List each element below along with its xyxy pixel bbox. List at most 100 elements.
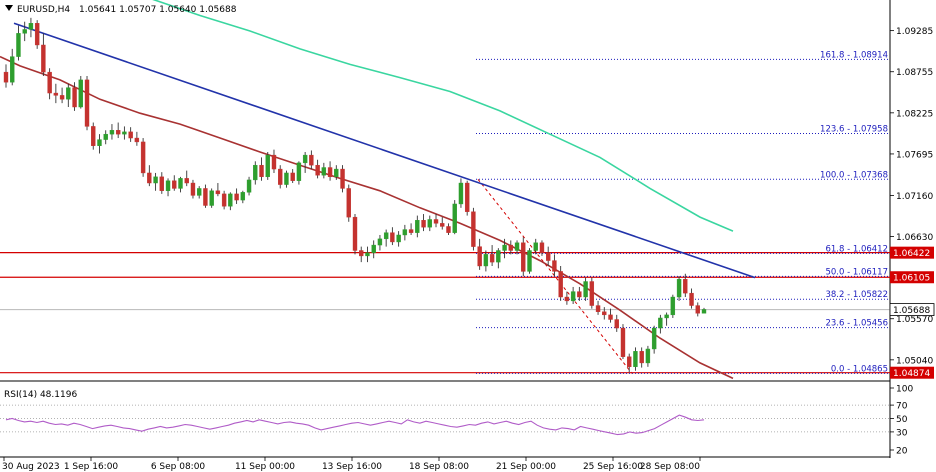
candle[interactable] — [246, 176, 252, 196]
candle[interactable] — [140, 138, 146, 177]
candle[interactable] — [377, 234, 383, 251]
candle[interactable] — [72, 82, 77, 111]
candle[interactable] — [676, 276, 682, 301]
candle[interactable] — [627, 353, 632, 373]
candle[interactable] — [10, 48, 15, 86]
candle[interactable] — [471, 207, 476, 251]
candle[interactable] — [190, 179, 196, 199]
candle[interactable] — [240, 190, 246, 204]
candle[interactable] — [47, 68, 52, 100]
candle[interactable] — [602, 307, 607, 320]
candle[interactable] — [415, 215, 420, 238]
candle[interactable] — [84, 76, 90, 131]
collapse-triangle-icon[interactable] — [5, 5, 13, 11]
candle[interactable] — [614, 314, 619, 332]
candle[interactable] — [489, 245, 495, 266]
candle[interactable] — [327, 161, 333, 181]
candle[interactable] — [28, 17, 34, 38]
candle[interactable] — [689, 288, 694, 309]
candle[interactable] — [390, 227, 395, 246]
candle[interactable] — [290, 169, 295, 184]
candle[interactable] — [340, 165, 345, 193]
candle[interactable] — [184, 170, 189, 187]
candle[interactable] — [402, 224, 408, 241]
candle[interactable] — [683, 273, 688, 298]
candle[interactable] — [371, 240, 376, 259]
candle[interactable] — [446, 223, 451, 235]
candle[interactable] — [221, 190, 227, 210]
candle[interactable] — [608, 308, 613, 323]
candle[interactable] — [496, 248, 501, 269]
bearish-trendline[interactable] — [13, 22, 756, 279]
candle[interactable] — [645, 345, 651, 367]
candle[interactable] — [271, 149, 277, 173]
candle[interactable] — [408, 223, 414, 235]
candle[interactable] — [284, 170, 289, 188]
candle[interactable] — [670, 294, 676, 318]
candle[interactable] — [514, 240, 520, 255]
candle[interactable] — [302, 152, 308, 173]
candle[interactable] — [178, 176, 183, 193]
candle[interactable] — [440, 217, 445, 230]
candle[interactable] — [172, 175, 177, 191]
candle[interactable] — [321, 162, 327, 179]
candle[interactable] — [34, 20, 40, 49]
candle[interactable] — [458, 178, 464, 208]
candle[interactable] — [159, 172, 165, 194]
candle[interactable] — [464, 180, 470, 216]
candle[interactable] — [483, 250, 489, 272]
candle[interactable] — [153, 172, 158, 191]
candle[interactable] — [651, 325, 657, 354]
candle[interactable] — [664, 312, 669, 326]
candle[interactable] — [215, 183, 221, 197]
candle[interactable] — [66, 83, 71, 108]
candle[interactable] — [103, 130, 108, 145]
candle[interactable] — [545, 246, 551, 266]
candle[interactable] — [452, 200, 457, 235]
candle[interactable] — [3, 64, 9, 88]
fib-swing-line[interactable] — [477, 178, 633, 374]
candle[interactable] — [433, 214, 439, 228]
moving-average-slow[interactable] — [0, 55, 734, 380]
candle[interactable] — [508, 240, 514, 255]
candle[interactable] — [589, 277, 595, 309]
candle[interactable] — [147, 165, 152, 187]
candle[interactable] — [639, 347, 644, 368]
candle[interactable] — [134, 131, 140, 146]
candle[interactable] — [53, 83, 59, 104]
candle[interactable] — [209, 188, 214, 208]
candle[interactable] — [620, 324, 626, 360]
candle[interactable] — [359, 246, 364, 263]
candle[interactable] — [658, 314, 663, 334]
candle[interactable] — [502, 238, 507, 259]
candle[interactable] — [91, 122, 96, 150]
candle[interactable] — [165, 178, 171, 197]
candle[interactable] — [315, 159, 320, 179]
candle[interactable] — [234, 188, 239, 204]
candle[interactable] — [564, 291, 570, 305]
candle[interactable] — [633, 347, 638, 371]
candle[interactable] — [533, 238, 538, 255]
candle[interactable] — [521, 237, 526, 277]
candle[interactable] — [265, 152, 270, 180]
moving-average-long[interactable] — [150, 0, 734, 232]
candle[interactable] — [427, 215, 432, 232]
candle[interactable] — [595, 300, 601, 315]
candle[interactable] — [539, 240, 545, 256]
candle[interactable] — [352, 214, 358, 255]
candle[interactable] — [78, 76, 83, 109]
candle[interactable] — [115, 122, 121, 139]
candle[interactable] — [695, 302, 700, 317]
candle[interactable] — [296, 161, 302, 185]
candle[interactable] — [701, 307, 707, 314]
candle[interactable] — [196, 186, 202, 199]
candle[interactable] — [228, 192, 233, 211]
candle[interactable] — [570, 286, 576, 304]
candle[interactable] — [59, 87, 65, 104]
candle[interactable] — [365, 246, 370, 263]
candle[interactable] — [396, 231, 401, 247]
candle[interactable] — [16, 25, 21, 61]
candle[interactable] — [259, 157, 264, 181]
candle[interactable] — [477, 238, 482, 270]
